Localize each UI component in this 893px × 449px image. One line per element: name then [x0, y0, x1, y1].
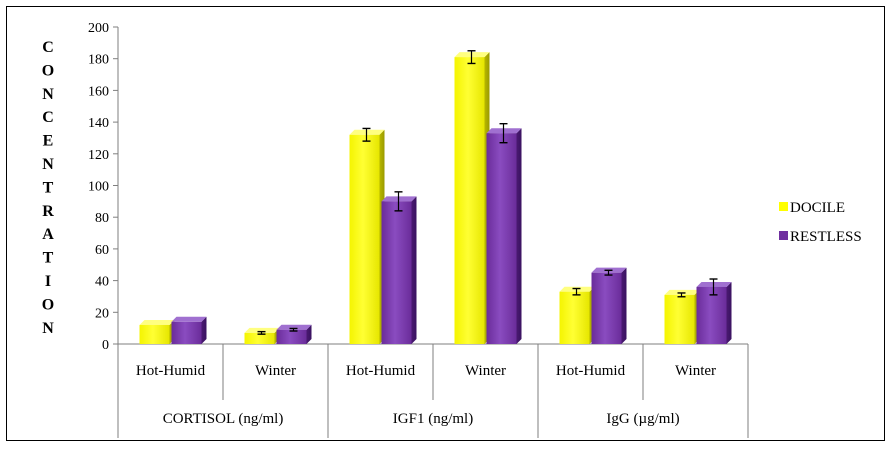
- error-bar: [362, 127, 371, 142]
- bar-front: [696, 286, 727, 344]
- bar-restless: [276, 324, 312, 344]
- bar-restless: [486, 122, 522, 344]
- x-tick-label: Hot-Humid: [346, 363, 416, 379]
- bar-restless: [171, 316, 207, 344]
- bar-top: [171, 316, 207, 322]
- y-axis-label-letter: O: [42, 296, 54, 313]
- y-axis-label-letter: N: [42, 86, 54, 103]
- y-tick-label: 120: [88, 148, 109, 163]
- bar-front: [139, 324, 170, 344]
- x-tick-label: Winter: [675, 363, 716, 379]
- y-axis-label-letter: E: [43, 133, 54, 150]
- y-axis-label-letter: T: [43, 179, 54, 196]
- group-label: IGF1 (ng/ml): [393, 411, 473, 427]
- error-bar: [677, 292, 686, 298]
- bar-side: [306, 324, 312, 344]
- y-axis-label-letter: O: [42, 62, 54, 79]
- legend-item-docile: DOCILE: [779, 200, 845, 216]
- x-tick-label: Hot-Humid: [136, 363, 206, 379]
- bar-front: [171, 321, 202, 344]
- group-label: IgG (µg/ml): [606, 411, 679, 427]
- bar-front: [349, 134, 380, 344]
- bar-docile: [139, 319, 175, 344]
- bar-front: [664, 294, 695, 344]
- bar-side: [621, 267, 627, 344]
- bar-restless: [381, 191, 417, 344]
- x-tick-label: Hot-Humid: [556, 363, 626, 379]
- x-tick-label: Winter: [465, 363, 506, 379]
- bar-restless: [696, 278, 732, 344]
- bars: [139, 50, 732, 345]
- y-axis-label-letter: T: [43, 250, 54, 267]
- bar-top: [139, 319, 175, 325]
- bar-top: [244, 327, 280, 333]
- y-tick-label: 180: [88, 53, 109, 68]
- bar-front: [454, 57, 485, 345]
- y-tick-label: 200: [88, 21, 109, 36]
- y-axis-label-letter: R: [42, 203, 54, 220]
- y-axis-label-letter: C: [42, 39, 54, 56]
- bar-docile: [664, 289, 700, 344]
- bar-front: [559, 291, 590, 344]
- category-labels: Hot-Humid Winter Hot-Humid Winter Hot-Humid W…: [117, 344, 749, 438]
- legend-label: DOCILE: [790, 200, 845, 216]
- y-axis-label-letter: A: [42, 226, 54, 243]
- y-ticks: 0 20 40 60 80 100 120 140 160 180 200: [88, 21, 118, 353]
- bar-docile: [349, 127, 385, 344]
- bar-side: [726, 281, 732, 344]
- bar-docile: [559, 286, 595, 344]
- group-label: CORTISOL (ng/ml): [163, 411, 284, 427]
- y-axis-label-letter: C: [42, 109, 54, 126]
- error-bar: [394, 191, 403, 212]
- y-axis-label-letter: I: [45, 273, 51, 290]
- error-bar: [289, 327, 298, 332]
- legend-swatch: [779, 231, 788, 240]
- legend-item-restless: RESTLESS: [779, 229, 862, 245]
- chart-frame: [6, 6, 885, 441]
- bar-side: [201, 316, 207, 344]
- y-tick-label: 160: [88, 84, 109, 99]
- bar-restless: [591, 267, 627, 344]
- bar-side: [411, 196, 417, 344]
- error-bar: [257, 330, 266, 335]
- y-tick-label: 140: [88, 116, 109, 131]
- legend: DOCILE RESTLESS: [779, 200, 862, 245]
- bar-docile: [244, 327, 280, 344]
- bar-side: [516, 128, 522, 344]
- error-bar: [604, 269, 613, 276]
- bar-front: [486, 133, 517, 344]
- y-tick-label: 0: [102, 338, 109, 353]
- error-bar: [709, 278, 718, 296]
- legend-swatch: [779, 202, 788, 211]
- y-axis-label-letter: N: [42, 320, 54, 337]
- y-tick-label: 100: [88, 180, 109, 195]
- bar-front: [244, 332, 275, 344]
- y-axis-label-letter: N: [42, 156, 54, 173]
- bar-front: [591, 272, 622, 344]
- error-bar: [572, 287, 581, 296]
- error-bar: [467, 50, 476, 65]
- bar-top: [276, 324, 312, 330]
- bar-front: [276, 329, 307, 344]
- y-tick-label: 20: [95, 306, 109, 321]
- y-tick-label: 40: [95, 275, 109, 290]
- legend-label: RESTLESS: [790, 229, 862, 245]
- y-tick-label: 80: [95, 211, 109, 226]
- bar-front: [381, 201, 412, 344]
- error-bar: [499, 122, 508, 144]
- x-tick-label: Winter: [255, 363, 296, 379]
- bar-docile: [454, 50, 490, 345]
- y-tick-label: 60: [95, 243, 109, 258]
